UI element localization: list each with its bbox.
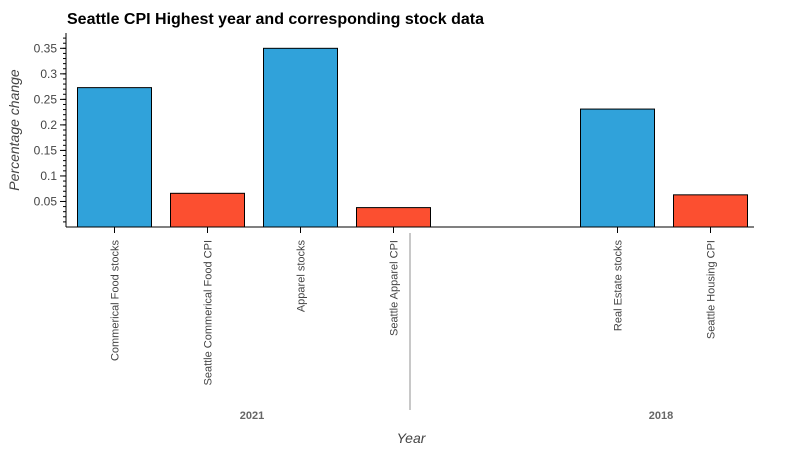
y-axis-title: Percentage change (6, 69, 22, 191)
bar-seattle-commerical-food-cpi (170, 192, 245, 228)
x-category-label: Real Estate stocks (613, 240, 625, 332)
chart-title: Seattle CPI Highest year and correspondi… (67, 11, 484, 28)
x-axis: Commerical Food stocks Seattle Commerical… (66, 226, 754, 422)
bars-layer (77, 47, 748, 228)
x-category-label: Seattle Housing CPI (706, 240, 718, 339)
y-tick-label: 0.35 (34, 41, 58, 55)
bar-seattle-housing-cpi (673, 194, 748, 228)
y-axis: 0.05 0.1 0.15 0.2 0.25 0.3 0.35 (34, 33, 67, 227)
y-tick-label: 0.1 (40, 169, 57, 183)
y-tick-label: 0.2 (40, 118, 57, 132)
x-category-label: Apparel stocks (296, 240, 308, 313)
y-tick-label: 0.15 (34, 143, 58, 157)
x-category-label: Seattle Apparel CPI (389, 240, 401, 336)
bar-real-estate-stocks (580, 108, 655, 228)
x-group-label: 2018 (649, 410, 673, 422)
x-group-label: 2021 (240, 410, 264, 422)
y-tick-label: 0.25 (34, 92, 58, 106)
bar-seattle-apparel-cpi (356, 207, 431, 228)
bar-apparel-stocks (263, 47, 338, 228)
bar-commerical-food-stocks (77, 87, 152, 228)
y-tick-label: 0.05 (34, 194, 58, 208)
x-axis-title: Year (397, 430, 427, 446)
x-category-label: Commerical Food stocks (110, 240, 122, 362)
y-tick-label: 0.3 (40, 67, 57, 81)
x-category-label: Seattle Commerical Food CPI (203, 240, 215, 386)
